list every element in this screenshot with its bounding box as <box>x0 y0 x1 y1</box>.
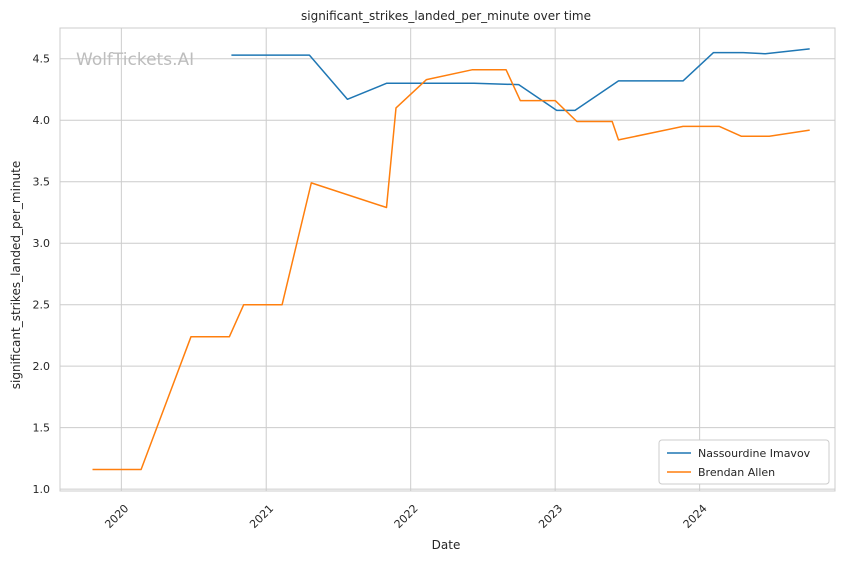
legend-label-allen: Brendan Allen <box>698 466 775 479</box>
series-line-allen <box>92 69 810 471</box>
y-tick-label: 2.5 <box>33 299 51 312</box>
chart-title: significant_strikes_landed_per_minute ov… <box>301 9 591 23</box>
y-tick-label: 4.5 <box>33 53 51 66</box>
y-axis-title: significant_strikes_landed_per_minute <box>9 161 23 390</box>
y-tick-label: 3.0 <box>33 237 51 250</box>
series-lines <box>92 48 810 471</box>
y-tick-label: 4.0 <box>33 114 51 127</box>
legend: Nassourdine Imavov Brendan Allen <box>658 439 830 485</box>
y-tick-label: 3.5 <box>33 176 51 189</box>
y-tick-label: 1.0 <box>33 483 51 496</box>
gridlines <box>60 28 835 491</box>
legend-box <box>658 439 830 485</box>
y-tick-label: 2.0 <box>33 360 51 373</box>
legend-label-imavov: Nassourdine Imavov <box>698 447 811 460</box>
x-axis-title: Date <box>432 538 461 552</box>
plot-area <box>59 27 836 492</box>
watermark: WolfTickets.AI <box>76 50 194 70</box>
y-tick-label: 1.5 <box>33 422 51 435</box>
